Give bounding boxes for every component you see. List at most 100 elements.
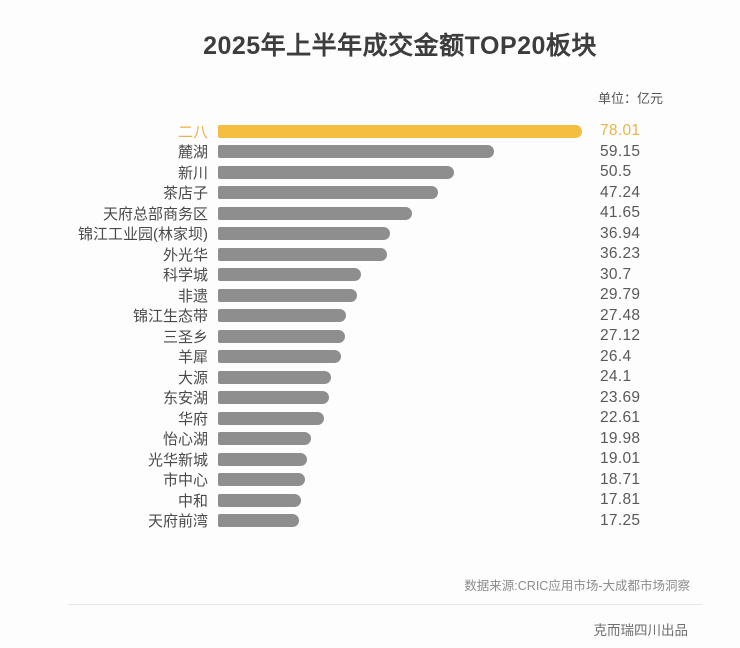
chart-row: 中和 17.81 (0, 490, 640, 511)
category-label: 华府 (177, 410, 208, 428)
bar-track (218, 391, 590, 405)
bar (218, 411, 324, 425)
value-label: 19.01 (600, 450, 641, 468)
bar-track (218, 432, 590, 446)
bar-track (218, 329, 590, 343)
chart-row: 三圣乡 27.12 (0, 326, 640, 347)
bar-track (218, 288, 590, 302)
value-label: 27.48 (600, 306, 641, 324)
bar (218, 288, 357, 302)
bar (218, 514, 299, 528)
chart-row: 东安湖 23.69 (0, 388, 640, 409)
chart-row: 非遗 29.79 (0, 285, 640, 306)
bar (218, 432, 312, 446)
category-label: 东安湖 (162, 390, 208, 408)
bar-track (218, 165, 590, 179)
chart-row: 茶店子 47.24 (0, 183, 640, 204)
chart-row: 锦江生态带 27.48 (0, 306, 640, 327)
bar (218, 391, 329, 405)
value-label: 24.1 (600, 368, 632, 386)
bar-track (218, 452, 590, 466)
category-label: 天府总部商务区 (102, 205, 208, 223)
bar (218, 473, 306, 487)
bar (218, 493, 302, 507)
chart-row: 锦江工业园(林家坝) 36.94 (0, 224, 640, 245)
data-source-note: 数据来源:CRIC应用市场-大成都市场洞察 (464, 579, 690, 593)
bar-track (218, 350, 590, 364)
chart-row: 光华新城 19.01 (0, 449, 640, 470)
chart-row: 华府 22.61 (0, 408, 640, 429)
bar (218, 124, 582, 138)
bar (218, 452, 307, 466)
category-label: 锦江工业园(林家坝) (78, 226, 208, 244)
chart-row: 麓湖 59.15 (0, 142, 640, 163)
category-label: 麓湖 (177, 144, 208, 162)
chart-row: 新川 50.5 (0, 162, 640, 183)
category-label: 中和 (177, 492, 208, 510)
value-label: 18.71 (600, 470, 641, 488)
bar (218, 206, 413, 220)
bar-track (218, 124, 590, 138)
value-label: 26.4 (600, 347, 632, 365)
value-label: 30.7 (600, 265, 632, 283)
bar (218, 247, 388, 261)
value-label: 47.24 (600, 183, 641, 201)
category-label: 锦江生态带 (132, 308, 208, 326)
value-label: 41.65 (600, 204, 641, 222)
category-label: 科学城 (162, 267, 208, 285)
value-label: 23.69 (600, 388, 641, 406)
publisher-label: 克而瑞四川出品 (593, 623, 689, 638)
chart-row: 科学城 30.7 (0, 265, 640, 286)
bar-track (218, 370, 590, 384)
chart-row: 大源 24.1 (0, 367, 640, 388)
bar (218, 268, 362, 282)
bar (218, 309, 347, 323)
value-label: 78.01 (600, 122, 641, 140)
value-label: 22.61 (600, 409, 641, 427)
bar-track (218, 514, 590, 528)
bar-chart: 二八 78.01 麓湖 59.15 新川 50.5 茶店子 47.24 天府总部商务区 41.65… (0, 121, 640, 531)
chart-row: 天府总部商务区 41.65 (0, 203, 640, 224)
value-label: 17.81 (600, 491, 641, 509)
bar-track (218, 411, 590, 425)
category-label: 三圣乡 (162, 328, 208, 346)
chart-row: 天府前湾 17.25 (0, 511, 640, 532)
category-label: 非遗 (177, 287, 208, 305)
category-label: 外光华 (162, 246, 208, 264)
chart-row: 羊犀 26.4 (0, 347, 640, 368)
bar-track (218, 206, 590, 220)
bar (218, 370, 331, 384)
bar-track (218, 309, 590, 323)
value-label: 50.5 (600, 163, 632, 181)
bar (218, 350, 342, 364)
category-label: 羊犀 (177, 349, 208, 367)
category-label: 怡心湖 (162, 431, 208, 449)
bar (218, 145, 494, 159)
value-label: 27.12 (600, 327, 641, 345)
chart-title: 2025年上半年成交金额TOP20板块 (203, 32, 597, 60)
category-label: 二八 (177, 123, 208, 141)
unit-label: 单位：亿元 (598, 91, 664, 106)
value-label: 59.15 (600, 142, 641, 160)
bar-track (218, 186, 590, 200)
value-label: 36.94 (600, 224, 641, 242)
bar (218, 186, 439, 200)
category-label: 茶店子 (162, 185, 208, 203)
bar (218, 329, 345, 343)
value-label: 29.79 (600, 286, 641, 304)
bar (218, 165, 454, 179)
value-label: 17.25 (600, 511, 641, 529)
bar-track (218, 145, 590, 159)
category-label: 市中心 (162, 472, 208, 490)
bar-track (218, 493, 590, 507)
chart-row: 二八 78.01 (0, 121, 640, 142)
value-label: 19.98 (600, 429, 641, 447)
chart-row: 怡心湖 19.98 (0, 429, 640, 450)
bar (218, 227, 391, 241)
category-label: 新川 (177, 164, 208, 182)
category-label: 天府前湾 (147, 513, 208, 531)
chart-row: 外光华 36.23 (0, 244, 640, 265)
bar-track (218, 247, 590, 261)
value-label: 36.23 (600, 245, 641, 263)
footer-divider (68, 604, 702, 605)
